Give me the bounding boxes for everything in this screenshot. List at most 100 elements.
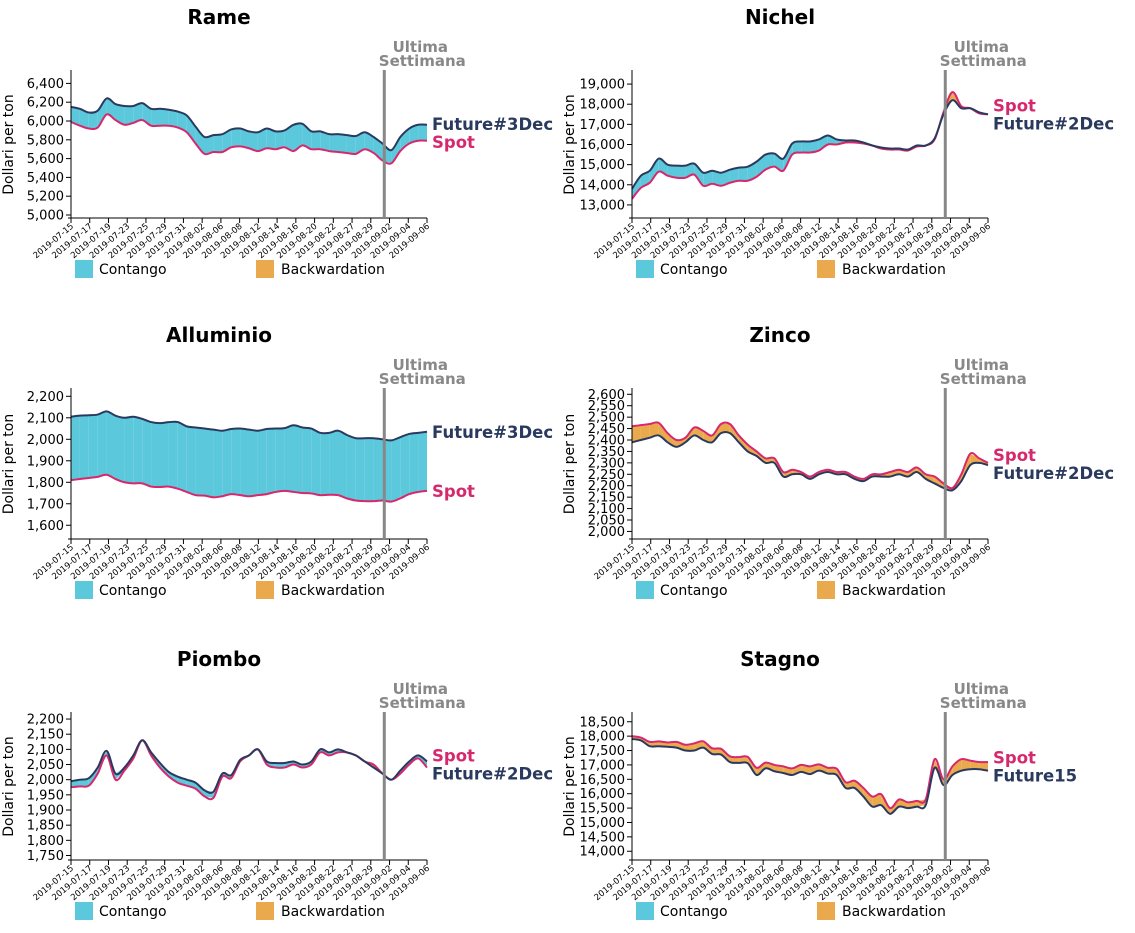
backwardation-area [961,453,971,482]
legend-label-contango: Contango [99,904,167,920]
y-axis-label: Dollari per ton [1,414,17,514]
y-tick-label: 17,500 [580,744,626,759]
backwardation-area [712,424,721,443]
legend-swatch-contango [636,581,654,599]
contango-area [409,432,419,495]
y-tick-label: 2,550 [588,399,625,414]
y-tick-label: 1,900 [27,454,64,469]
backwardation-area [863,787,873,807]
contango-area [338,134,347,153]
y-axis-label: Dollari per ton [562,414,578,514]
contango-area [204,135,214,154]
contango-area [213,134,223,153]
legend-swatch-contango [75,260,93,278]
y-tick-label: 18,500 [580,715,626,730]
contango-area [284,124,294,152]
backwardation-area [632,425,641,443]
backwardation-area [747,756,757,775]
y-tick-label: 17,000 [580,758,626,773]
contango-area [783,143,793,171]
contango-area [810,139,819,153]
y-tick-label: 1,600 [27,519,64,534]
future-series-label: Future#2Dec [993,114,1114,133]
contango-area [311,428,321,496]
contango-area [168,109,178,128]
chart-title: Zinco [749,323,810,347]
last-week-label-line1: Ultima [393,356,448,374]
contango-area [738,166,748,181]
y-tick-label: 15,000 [580,158,626,173]
last-week-label-line1: Ultima [393,38,448,56]
backwardation-area [685,427,695,443]
contango-area [355,438,365,502]
y-tick-label: 19,000 [580,78,626,93]
contango-area [222,129,232,153]
y-tick-label: 6,200 [27,96,64,111]
contango-area [729,167,739,183]
last-week-label-line1: Ultima [954,38,1009,56]
contango-area [302,427,312,494]
future-series-label: Future#3Dec [432,115,553,134]
contango-area [409,124,419,144]
y-tick-label: 5,000 [27,209,64,224]
contango-area [160,422,169,487]
legend-label-backwardation: Backwardation [842,583,946,599]
contango-area [177,111,187,133]
contango-area [195,427,205,496]
contango-area [133,416,143,484]
y-tick-label: 2,500 [588,411,625,426]
contango-area [275,428,285,492]
chart-title: Alluminio [166,323,272,347]
y-axis-label: Dollari per ton [562,94,578,194]
contango-area [177,776,187,786]
contango-area [168,772,178,783]
contango-area [275,130,285,150]
y-tick-label: 2,000 [27,773,64,788]
backwardation-area [756,762,766,775]
contango-area [694,163,704,186]
last-week-label-line1: Ultima [393,680,448,698]
y-tick-label: 1,950 [27,788,64,803]
y-tick-label: 2,100 [588,502,625,517]
contango-area [801,141,810,153]
contango-area [249,131,258,152]
contango-area [79,415,89,480]
contango-area [293,425,303,494]
spot-series-label: Spot [993,446,1036,465]
y-tick-label: 6,400 [27,77,64,92]
contango-area [160,108,169,126]
legend-swatch-backwardation [256,581,274,599]
contango-area [106,411,116,480]
backwardation-area [907,467,917,477]
contango-area [97,411,107,477]
last-week-label-line1: Ultima [954,356,1009,374]
contango-area [151,108,160,126]
contango-area [649,158,659,183]
contango-area [373,438,383,502]
y-tick-label: 2,200 [27,713,64,728]
contango-area [712,170,721,186]
y-tick-label: 17,000 [580,118,626,133]
contango-area [257,428,267,496]
contango-area [231,428,241,496]
legend-label-backwardation: Backwardation [842,262,946,278]
y-axis-label: Dollari per ton [562,736,578,836]
future-line [70,410,428,442]
contango-area [765,153,775,170]
y-tick-label: 16,500 [580,773,626,788]
backwardation-area [729,424,739,443]
contango-area [249,429,258,497]
contango-area [293,123,303,152]
y-tick-label: 13,000 [580,198,626,213]
chart-panel-rame: Rame Dollari per ton 5,000 5,200 5,400 5,600 5… [1,5,553,278]
last-week-label-line2: Settimana [940,694,1027,712]
future-series-label: Future#2Dec [432,765,553,784]
spot-line [70,113,428,165]
y-tick-label: 1,850 [27,819,64,834]
y-tick-label: 2,000 [588,525,625,540]
contango-area [124,416,134,484]
contango-area [418,431,427,492]
contango-area [632,175,641,199]
contango-area [311,131,321,150]
